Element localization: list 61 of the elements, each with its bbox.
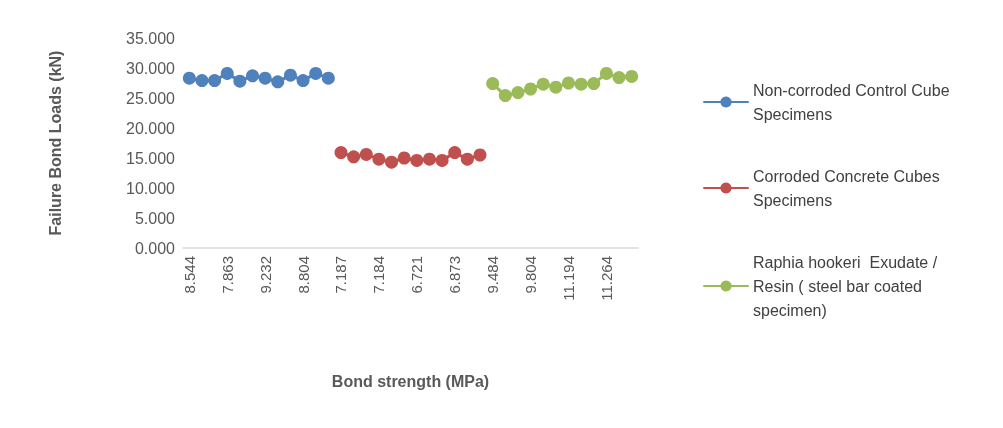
- point: [359, 147, 373, 161]
- x-tick-label: 11.264: [597, 256, 615, 301]
- point: [271, 75, 285, 89]
- point: [511, 86, 525, 100]
- point: [246, 69, 260, 83]
- point: [410, 153, 424, 167]
- point: [195, 74, 209, 88]
- point: [460, 152, 474, 166]
- point: [220, 66, 234, 80]
- point: [334, 146, 348, 160]
- point: [612, 71, 626, 85]
- legend-label: Corroded Concrete Cubes Specimens: [753, 167, 945, 209]
- point: [625, 69, 639, 83]
- point: [574, 77, 588, 91]
- point: [498, 89, 512, 103]
- point: [321, 71, 335, 85]
- point: [524, 82, 538, 96]
- x-axis-title: Bond strength (MPa): [331, 372, 490, 390]
- point: [549, 80, 563, 94]
- point: [208, 74, 222, 88]
- x-tick-label: 8.544: [180, 256, 198, 294]
- x-tick-label: 8.804: [294, 256, 312, 294]
- point: [448, 146, 462, 160]
- y-tick-label: 5.000: [134, 209, 176, 227]
- x-tick-label: 9.232: [256, 256, 274, 294]
- y-tick-label: 0.000: [134, 239, 176, 257]
- y-tick-label: 15.000: [126, 149, 176, 167]
- x-tick-label: 7.184: [370, 256, 388, 294]
- legend-label: Non-corroded Control Cube Specimens: [753, 81, 954, 123]
- y-tick-label: 30.000: [126, 59, 176, 77]
- point: [435, 153, 449, 167]
- point: [397, 151, 411, 165]
- point: [233, 74, 247, 88]
- point: [473, 148, 487, 162]
- y-axis-title: Failure Bond Loads (kN): [46, 50, 64, 236]
- point: [309, 66, 323, 80]
- x-tick-label: 9.484: [484, 256, 502, 294]
- y-tick-label: 35.000: [126, 29, 176, 47]
- point: [296, 74, 310, 88]
- y-tick-label: 10.000: [126, 179, 176, 197]
- x-tick-label: 9.804: [522, 256, 540, 294]
- point: [486, 77, 500, 91]
- x-tick-label: 6.873: [446, 256, 464, 294]
- x-tick-label: 6.721: [408, 256, 426, 294]
- point: [283, 68, 297, 82]
- x-tick-label: 7.863: [218, 256, 236, 294]
- point: [385, 155, 399, 169]
- point: [562, 76, 575, 90]
- y-tick-label: 20.000: [126, 119, 176, 137]
- x-tick-label: 7.187: [332, 256, 350, 294]
- point: [587, 77, 601, 91]
- y-tick-label: 25.000: [126, 89, 176, 107]
- point: [258, 71, 272, 85]
- legend-label: Raphia hookeri Exudate / Resin ( steel bar coated specimen): [753, 253, 942, 319]
- point: [347, 150, 361, 164]
- point: [536, 77, 550, 91]
- point: [422, 152, 436, 166]
- point: [372, 152, 386, 166]
- point: [182, 71, 196, 85]
- x-tick-label: 11.194: [559, 256, 577, 301]
- point: [599, 66, 613, 80]
